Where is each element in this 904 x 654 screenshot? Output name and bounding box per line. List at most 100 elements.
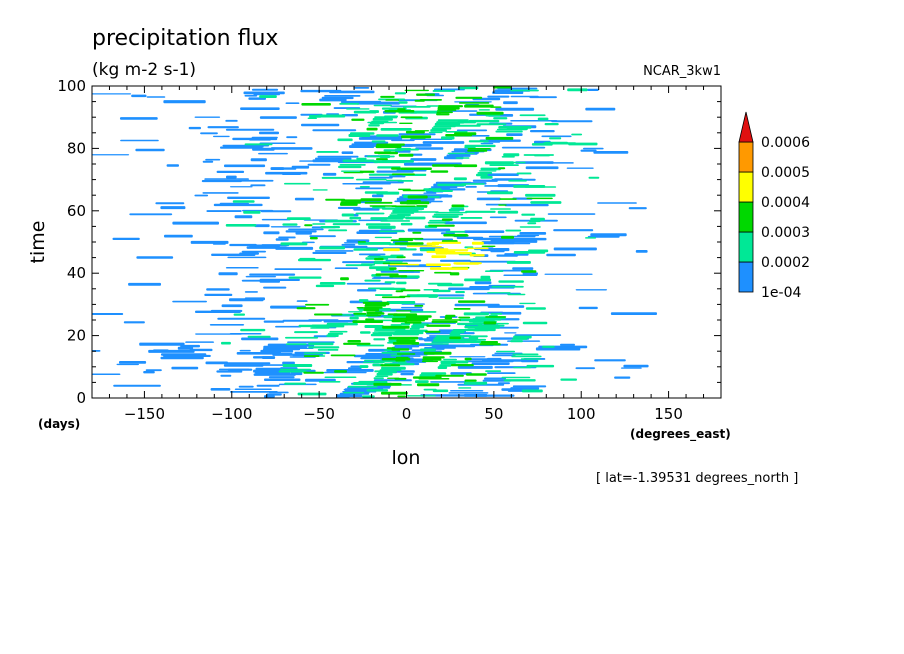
precip-cell xyxy=(268,391,289,394)
precip-cell xyxy=(286,343,307,346)
precip-cell xyxy=(480,175,493,179)
precip-cell xyxy=(359,170,375,173)
precip-cell xyxy=(428,295,438,298)
precip-cell xyxy=(452,329,469,332)
precip-cell xyxy=(282,361,295,365)
precip-cell xyxy=(387,377,400,379)
precip-cell xyxy=(263,286,287,289)
precip-cell xyxy=(424,330,441,333)
precip-cell xyxy=(587,88,599,91)
precip-cell xyxy=(400,222,413,226)
precip-cell xyxy=(614,376,631,379)
colorbar-label: 0.0002 xyxy=(761,255,810,271)
x-tick-label: 150 xyxy=(654,405,683,423)
precip-cell xyxy=(244,94,258,97)
precip-cell xyxy=(334,370,347,373)
precip-cell xyxy=(483,321,497,325)
precip-cell xyxy=(386,347,396,350)
precip-cell xyxy=(485,316,507,318)
precip-cell xyxy=(486,357,502,361)
precip-cell xyxy=(376,143,405,146)
precip-cell xyxy=(258,152,288,155)
y-axis: 0 20 40 60 80 100 xyxy=(57,77,721,407)
precip-cell xyxy=(549,137,562,140)
precip-cell xyxy=(282,319,322,322)
precip-cell xyxy=(324,376,357,378)
precip-cell xyxy=(430,129,447,132)
precip-cell xyxy=(275,325,302,328)
precip-cell xyxy=(325,198,346,201)
precip-cell xyxy=(380,364,401,367)
precip-cell xyxy=(288,228,324,231)
precip-cell xyxy=(436,121,465,124)
precip-cell xyxy=(135,148,165,152)
precip-cell xyxy=(407,195,428,199)
precip-cell xyxy=(451,330,465,334)
precip-cell xyxy=(454,132,477,136)
precip-cell xyxy=(253,373,296,376)
precip-cell xyxy=(409,311,437,313)
precip-cell xyxy=(358,253,386,256)
y-tick-label: 100 xyxy=(57,77,86,95)
precip-cell xyxy=(503,101,518,105)
precip-cell xyxy=(205,361,228,365)
precip-cell xyxy=(123,321,145,324)
precip-cell xyxy=(259,278,300,281)
precip-cell xyxy=(417,383,440,387)
precip-cell xyxy=(480,275,491,279)
precip-cell xyxy=(334,267,358,269)
precip-cell xyxy=(319,282,346,285)
precip-cell xyxy=(460,217,483,219)
x-tick-label: −150 xyxy=(124,405,165,423)
precip-cell xyxy=(112,237,140,240)
precip-cell xyxy=(373,104,392,107)
precip-cell xyxy=(490,106,502,108)
colorbar-box xyxy=(738,231,754,263)
precip-cell xyxy=(476,173,488,177)
precip-cell xyxy=(394,242,424,245)
precip-cell xyxy=(405,216,426,220)
precip-cell xyxy=(575,289,607,291)
precip-cell xyxy=(449,272,460,276)
precip-cell xyxy=(432,338,460,342)
precip-cell xyxy=(294,197,315,201)
precip-cell xyxy=(344,242,363,244)
precip-cell xyxy=(225,128,275,131)
precip-cell xyxy=(441,249,469,251)
precip-cell xyxy=(391,205,416,207)
precip-cell xyxy=(300,89,342,93)
precip-cell xyxy=(495,107,535,111)
precip-cell xyxy=(139,342,185,346)
precip-cell xyxy=(373,377,384,380)
precip-cell xyxy=(397,108,406,111)
precip-cell xyxy=(261,218,291,221)
precip-cell xyxy=(406,245,436,247)
precip-cell xyxy=(358,137,403,140)
precip-cell xyxy=(409,327,420,330)
precip-cell xyxy=(469,260,516,263)
precip-cell xyxy=(204,178,249,180)
precip-cell xyxy=(437,109,457,111)
precip-cell xyxy=(185,341,214,343)
precip-cell xyxy=(315,157,352,160)
precip-cell xyxy=(348,134,371,137)
precip-cell xyxy=(414,238,454,241)
precip-cell xyxy=(353,312,367,315)
precip-cell xyxy=(373,276,394,279)
precip-cell xyxy=(320,226,340,229)
precip-cell xyxy=(113,384,161,387)
precip-cell xyxy=(394,345,420,348)
precip-cell xyxy=(128,282,161,286)
precip-cell xyxy=(265,346,307,349)
precip-cell xyxy=(453,340,482,343)
precip-cell xyxy=(190,240,229,244)
precip-cell xyxy=(366,127,378,131)
precip-cell xyxy=(119,361,147,364)
precip-cell xyxy=(270,226,301,228)
precip-cell xyxy=(349,316,359,320)
precip-cell xyxy=(339,102,360,105)
precip-cell xyxy=(367,287,395,290)
precip-cell xyxy=(389,275,408,278)
precip-cell xyxy=(521,389,543,393)
precip-cell xyxy=(202,192,239,194)
